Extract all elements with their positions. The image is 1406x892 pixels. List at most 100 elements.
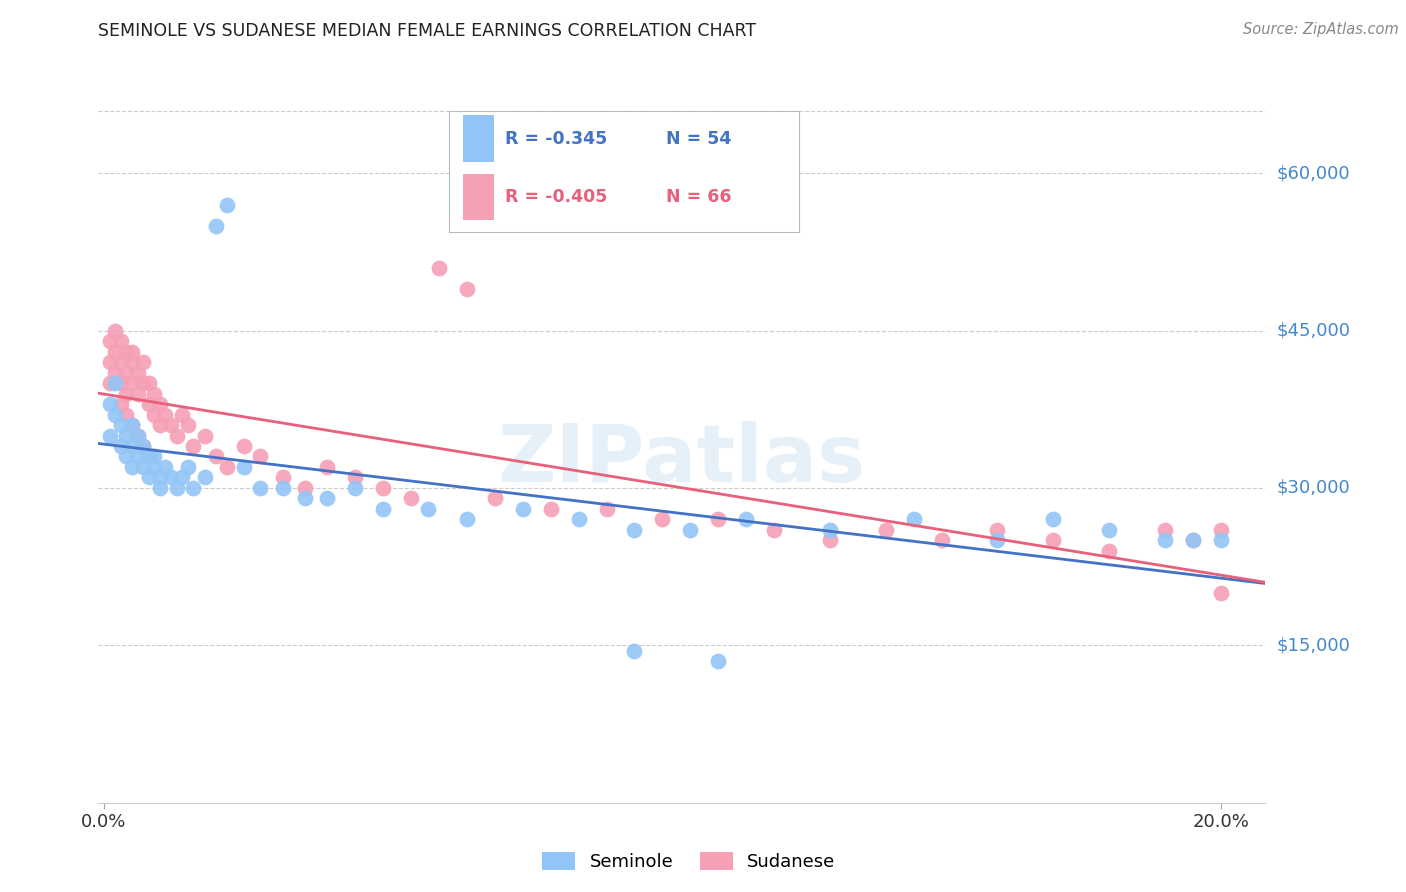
Point <box>143 408 166 422</box>
Point <box>1042 512 1064 526</box>
Point <box>416 502 439 516</box>
Point <box>132 376 155 390</box>
Point <box>138 470 160 484</box>
Point <box>104 408 127 422</box>
Point <box>160 417 183 432</box>
Point <box>127 428 149 442</box>
Point <box>1209 533 1232 548</box>
Point <box>1098 523 1121 537</box>
Point <box>98 355 121 369</box>
Text: $60,000: $60,000 <box>1277 164 1350 182</box>
Point <box>204 219 226 233</box>
Point <box>115 428 138 442</box>
Point <box>110 376 132 390</box>
Point <box>595 502 617 516</box>
Point <box>132 355 155 369</box>
Point <box>986 523 1008 537</box>
Point <box>149 470 172 484</box>
Point <box>121 417 143 432</box>
Point <box>540 502 562 516</box>
Point <box>818 523 841 537</box>
Point <box>707 512 730 526</box>
Point <box>115 366 138 380</box>
Point <box>427 260 450 275</box>
Point <box>344 470 367 484</box>
Point <box>679 523 702 537</box>
Point <box>1154 523 1177 537</box>
Point <box>132 439 155 453</box>
Point <box>121 344 143 359</box>
Point <box>177 460 200 475</box>
Point <box>707 654 730 668</box>
Point <box>1209 586 1232 600</box>
Text: $15,000: $15,000 <box>1277 636 1350 655</box>
Point <box>149 481 172 495</box>
Point <box>271 470 294 484</box>
Point <box>177 417 200 432</box>
Point <box>484 491 506 506</box>
Point <box>249 450 271 464</box>
Point <box>138 450 160 464</box>
Point <box>818 533 841 548</box>
Point <box>1154 533 1177 548</box>
Point <box>132 439 155 453</box>
Point <box>651 512 673 526</box>
Point <box>232 460 254 475</box>
Point <box>316 460 339 475</box>
Point <box>931 533 953 548</box>
Point <box>903 512 925 526</box>
Point <box>623 643 645 657</box>
Point <box>373 481 395 495</box>
Point <box>155 408 177 422</box>
Point <box>115 450 138 464</box>
Point <box>110 334 132 348</box>
Point <box>183 481 205 495</box>
Point <box>172 408 194 422</box>
Point <box>166 428 188 442</box>
Point <box>115 344 138 359</box>
Point <box>316 491 339 506</box>
Legend: Seminole, Sudanese: Seminole, Sudanese <box>536 846 842 879</box>
Point <box>160 470 183 484</box>
Point <box>121 376 143 390</box>
Point <box>143 386 166 401</box>
Point <box>155 460 177 475</box>
Point <box>172 470 194 484</box>
Point <box>104 366 127 380</box>
Point <box>104 324 127 338</box>
Point <box>249 481 271 495</box>
Point <box>294 491 316 506</box>
Point <box>232 439 254 453</box>
Point <box>149 417 172 432</box>
Point <box>98 376 121 390</box>
Point <box>115 386 138 401</box>
Point <box>1181 533 1204 548</box>
Point <box>183 439 205 453</box>
Point <box>166 481 188 495</box>
Point <box>132 460 155 475</box>
Point <box>875 523 897 537</box>
Point <box>104 376 127 390</box>
Point <box>1042 533 1064 548</box>
Point <box>98 334 121 348</box>
Point <box>121 460 143 475</box>
Point <box>204 450 226 464</box>
Point <box>138 376 160 390</box>
Point <box>763 523 786 537</box>
Point <box>143 460 166 475</box>
Point <box>193 428 215 442</box>
Point <box>138 450 160 464</box>
Point <box>623 523 645 537</box>
Text: $30,000: $30,000 <box>1277 479 1350 497</box>
Point <box>1098 544 1121 558</box>
Point <box>215 197 238 211</box>
Point <box>456 282 478 296</box>
Point <box>121 417 143 432</box>
Point <box>127 428 149 442</box>
Point <box>121 355 143 369</box>
Point <box>104 344 127 359</box>
Text: Source: ZipAtlas.com: Source: ZipAtlas.com <box>1243 22 1399 37</box>
Point <box>149 397 172 411</box>
Text: SEMINOLE VS SUDANESE MEDIAN FEMALE EARNINGS CORRELATION CHART: SEMINOLE VS SUDANESE MEDIAN FEMALE EARNI… <box>98 22 756 40</box>
Point <box>399 491 422 506</box>
